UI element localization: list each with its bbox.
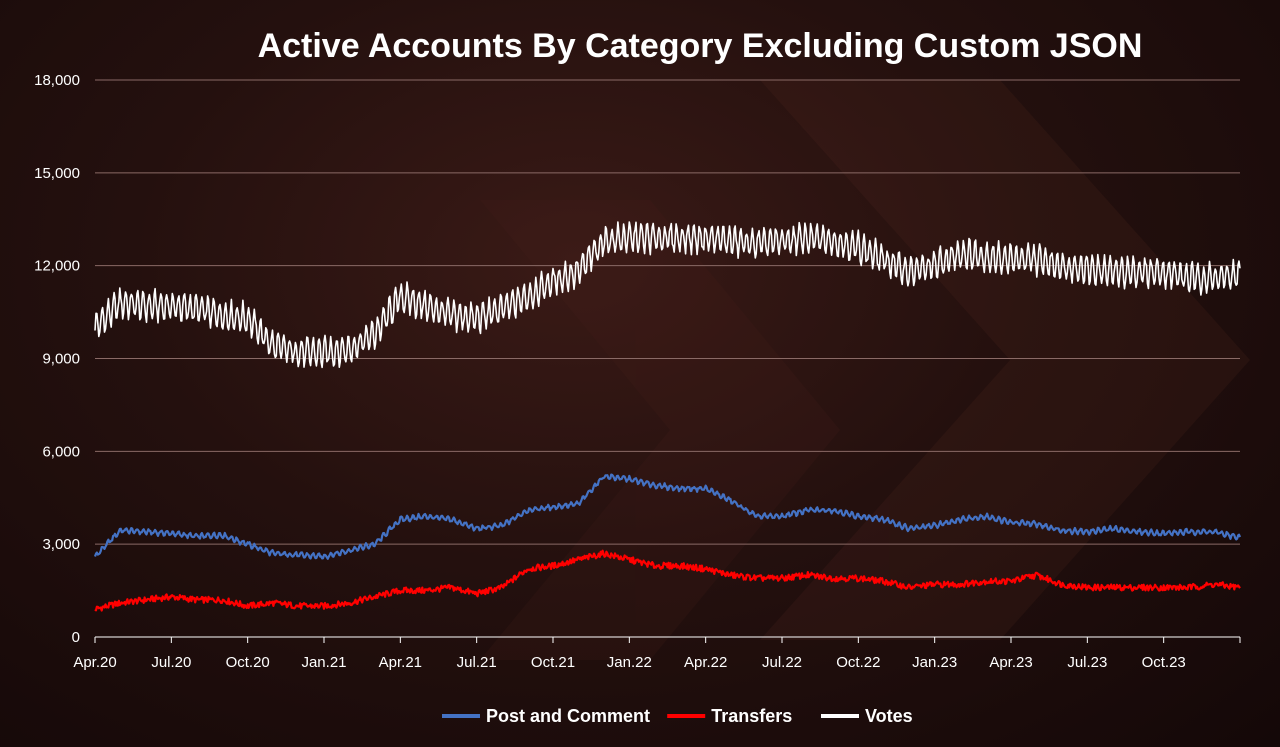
x-axis-tick-labels: Apr.20 Jul.20 Oct.20 Jan.21 Apr.21 Jul.21 Oct.… (73, 637, 1241, 671)
x-tick-label: Jul.23 (1067, 654, 1107, 671)
x-tick-label: Jul.21 (457, 654, 497, 671)
legend: Post and Comment Transfers Votes (442, 706, 913, 726)
x-tick-label: Oct.23 (1142, 654, 1186, 671)
x-tick-label: Oct.21 (531, 654, 575, 671)
series-line-post-and-comment (93, 473, 1242, 560)
y-tick-label: 9,000 (42, 351, 80, 368)
x-tick-label: Oct.20 (226, 654, 270, 671)
chart-title: Active Accounts By Category Excluding Cu… (258, 27, 1143, 65)
y-tick-label: 6,000 (42, 443, 80, 460)
x-tick-label: Apr.21 (379, 654, 422, 671)
x-tick-label: Jul.22 (762, 654, 802, 671)
series-line-transfers (94, 549, 1241, 612)
x-tick-label: Jul.20 (151, 654, 191, 671)
x-tick-label: Apr.23 (989, 654, 1032, 671)
y-tick-label: 12,000 (34, 258, 80, 275)
y-axis-tick-labels: 0 3,000 6,000 9,000 12,000 15,000 18,000 (34, 72, 80, 646)
x-tick-label: Apr.20 (73, 654, 116, 671)
x-tick-label: Jan.23 (912, 654, 957, 671)
series-lines (93, 221, 1242, 612)
legend-label: Votes (865, 706, 913, 726)
y-tick-label: 3,000 (42, 536, 80, 553)
y-tick-label: 15,000 (34, 165, 80, 182)
y-tick-label: 18,000 (34, 72, 80, 89)
x-tick-label: Jan.22 (607, 654, 652, 671)
legend-label: Post and Comment (486, 706, 650, 726)
x-tick-label: Oct.22 (836, 654, 880, 671)
y-tick-label: 0 (72, 629, 80, 646)
legend-label: Transfers (711, 706, 792, 726)
series-line-votes (94, 221, 1241, 369)
x-tick-label: Apr.22 (684, 654, 727, 671)
decorative-background (480, 80, 1250, 660)
x-tick-label: Jan.21 (301, 654, 346, 671)
